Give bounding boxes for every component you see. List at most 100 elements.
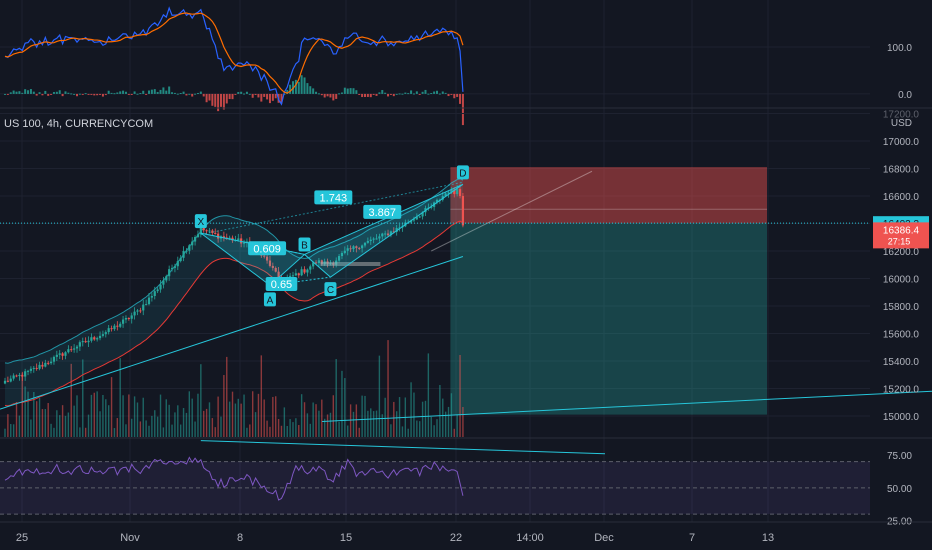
volume-bar [243,394,245,437]
candle-body [90,337,93,341]
volume-bar [182,408,185,437]
pattern-point-badge [456,165,469,180]
volume-bar [407,428,409,437]
macd-hist-bar [257,93,260,98]
candle-body [317,260,321,264]
candle-body [104,332,107,335]
volume-bar [361,395,363,437]
volume-bar [7,414,9,437]
time-tick-label: 7 [689,532,695,544]
volume-bar [228,401,231,437]
volume-bar [338,421,340,437]
ratio-label: 1.743 [320,192,348,204]
candle-body [444,193,447,197]
harmonic-pattern[interactable]: X A B C D 0.609 0.65 1.743 3.867 [194,165,469,307]
candle-body [231,237,234,241]
macd-hist-bar [214,93,217,107]
volume-bar [329,412,332,437]
candle-body [127,317,130,319]
rsi-bands [0,440,870,515]
volume-bar [234,403,237,437]
macd-hist-bar [176,93,179,95]
macd-pane[interactable]: 100.0 0.0 [0,6,912,126]
volume-bar [24,386,26,437]
macd-hist-bar [153,89,156,94]
volume-bar [321,399,323,437]
candle-body [381,233,384,237]
pattern-point-badge [298,237,311,252]
candle-body [228,237,231,239]
volume-bar [263,399,265,437]
macd-hist-bar [407,93,410,95]
volume-bar [424,400,427,437]
candle-body [294,273,297,276]
macd-hist-bar [78,93,81,95]
candle-body [386,233,390,236]
rsi-line [4,456,464,501]
candle-body [392,231,395,233]
stop-loss-zone [450,167,767,224]
macd-hist-bar [99,93,102,95]
candle-body [343,250,346,253]
candle-body [369,239,372,242]
macd-hist-bar [355,90,358,94]
support-trendline [321,390,932,422]
trendlines[interactable] [0,170,932,422]
macd-hist-bar [274,93,277,99]
macd-hist-bar [162,87,165,94]
volume-bar [459,355,461,437]
candle-body [121,319,125,324]
price-axis: 17200.017000.016800.016600.016400.016200… [0,110,929,423]
short-position-tool[interactable] [450,167,767,415]
price-pane[interactable]: X A B C D 0.609 0.65 1.743 3.867 17200.0 17000.0 1… [0,110,932,438]
macd-hist-bar [199,91,202,94]
candle-body [96,338,99,340]
volume-bar [41,409,44,437]
candle-body [265,256,269,261]
volume-bar [107,405,110,437]
candle-body [217,233,220,239]
pattern-point-c: C [327,285,334,296]
macd-hist-bar [145,93,148,95]
candle-body [18,374,21,377]
volume-bar [56,410,58,437]
volume-bar [214,427,216,437]
volume-bar [90,394,93,437]
take-profit-zone [450,223,767,415]
candle-body [29,368,33,371]
volume-bar [398,397,401,437]
time-tick-label: Dec [594,532,614,544]
candle-body [188,245,191,251]
candle-body [208,230,211,232]
macd-hist-bar [461,93,464,126]
candle-body [349,248,352,250]
volume-bar [67,412,70,437]
macd-hist-bar [346,88,349,94]
candle-body [375,238,378,240]
bcd-triangle [303,183,464,278]
volume-bar [257,393,260,437]
volume-bar [280,425,283,437]
lower-band [4,220,464,407]
volume-bar [240,403,242,437]
volume-bar [70,363,72,437]
volume-bar [303,402,306,437]
candle-body [398,227,401,229]
macd-hist-bar [436,90,438,94]
volume-bar [378,355,381,437]
macd-hist-bar [234,93,237,95]
volume-bar [318,410,320,437]
volume-bar [430,416,432,437]
candle-body [337,256,341,261]
last-price-label: 16386.4 [883,225,920,236]
macd-hist-bar [303,77,306,94]
macd-hist-bar [6,93,9,95]
candle-body [12,375,15,379]
volume-bar [266,420,268,437]
volume-bar [197,393,199,437]
volume-bar [226,356,228,437]
volume-bar [33,391,35,437]
volume-bar [145,420,147,437]
